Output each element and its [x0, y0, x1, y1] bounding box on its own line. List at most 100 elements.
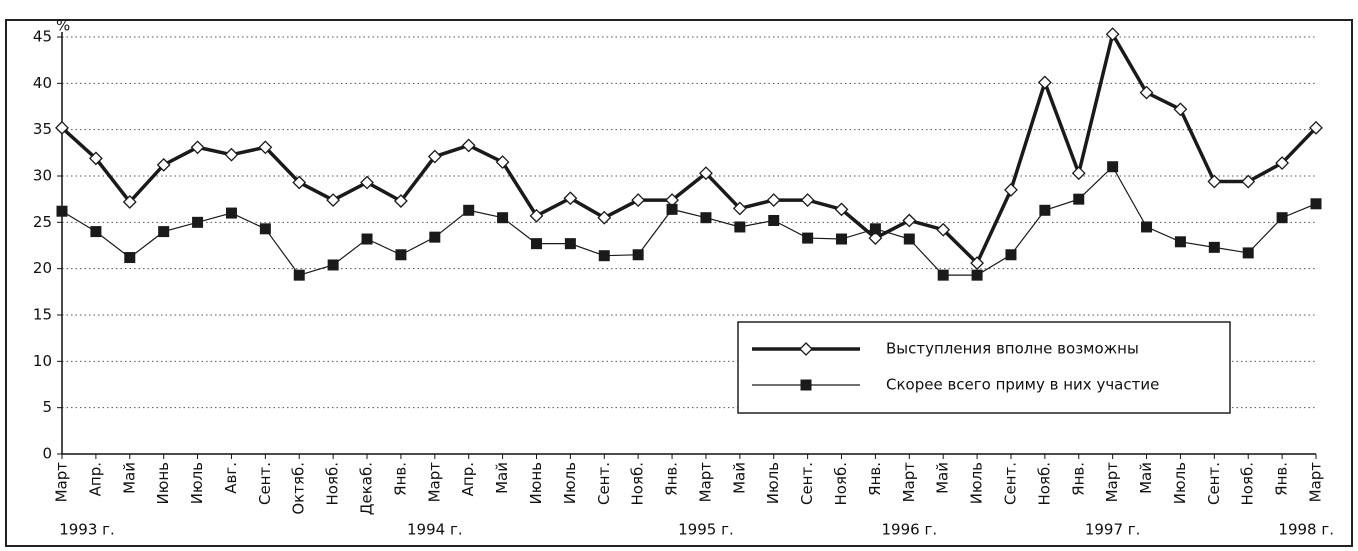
- square-marker: [836, 233, 848, 245]
- diamond-marker: [732, 201, 747, 216]
- diamond-marker: [766, 193, 781, 208]
- diamond-marker: [55, 120, 69, 135]
- diamond-marker: [393, 194, 408, 208]
- y-tick-label: 25: [33, 213, 52, 231]
- square-marker: [1276, 212, 1288, 224]
- diamond-marker: [631, 193, 646, 208]
- x-tick-label: Янв.: [1273, 462, 1291, 496]
- year-label: 1996 г.: [882, 521, 938, 539]
- square-marker: [1310, 198, 1322, 210]
- diamond-marker: [563, 191, 578, 206]
- x-tick-label: Июнь: [154, 462, 172, 505]
- diamond-marker: [699, 166, 713, 181]
- x-tick-label: Янв.: [391, 462, 409, 496]
- x-tick-label: Июль: [968, 462, 986, 504]
- x-tick-label: Сент.: [1001, 462, 1019, 505]
- chart-frame: [5, 19, 1353, 547]
- x-tick-label: Май: [120, 462, 138, 494]
- square-marker: [1208, 241, 1220, 253]
- diamond-marker: [1139, 85, 1154, 100]
- legend-box: [737, 321, 1231, 414]
- square-marker: [971, 269, 983, 281]
- y-unit: %: [56, 17, 70, 35]
- x-tick-label: Март: [53, 462, 71, 503]
- y-tick-label: 0: [42, 445, 52, 463]
- year-label: 1997 г.: [1085, 521, 1141, 539]
- square-marker: [158, 226, 170, 238]
- diamond-marker: [1071, 166, 1086, 181]
- legend-marker: [799, 342, 813, 356]
- year-label: 1998 г.: [1278, 521, 1334, 539]
- y-tick-label: 40: [33, 74, 52, 92]
- diamond-marker: [1004, 182, 1018, 197]
- x-tick-label: Янв.: [866, 462, 884, 496]
- square-marker: [1107, 161, 1119, 173]
- square-marker: [700, 212, 712, 224]
- diamond-marker: [326, 193, 341, 208]
- x-tick-label: Май: [934, 462, 952, 494]
- x-tick-label: Янв.: [1069, 462, 1087, 496]
- diamond-marker: [529, 208, 544, 223]
- square-marker: [225, 207, 237, 219]
- diamond-marker: [156, 157, 171, 172]
- square-marker: [1242, 247, 1254, 259]
- square-marker: [192, 216, 204, 228]
- x-tick-label: Март: [696, 462, 714, 503]
- x-tick-label: Март: [900, 462, 918, 503]
- diamond-marker: [1275, 156, 1290, 170]
- x-tick-label: Июль: [764, 462, 782, 504]
- square-marker: [56, 205, 68, 217]
- x-tick-label: Апр.: [86, 462, 104, 496]
- diamond-marker: [1105, 27, 1120, 42]
- diamond-marker: [902, 213, 917, 228]
- square-marker: [768, 214, 780, 226]
- square-marker: [1174, 236, 1186, 248]
- diamond-marker: [597, 210, 612, 225]
- x-tick-label: Май: [1137, 462, 1155, 494]
- diamond-marker: [495, 155, 510, 170]
- diamond-marker: [224, 147, 239, 162]
- square-marker: [1073, 193, 1085, 205]
- diamond-marker: [360, 175, 374, 190]
- x-tick-label: Июнь: [527, 462, 545, 505]
- x-tick-label: Сент.: [256, 462, 274, 505]
- legend-label: Выступления вполне возможны: [886, 340, 1139, 358]
- diamond-marker: [88, 151, 103, 166]
- x-tick-label: Июль: [1171, 462, 1189, 504]
- square-marker: [259, 223, 271, 235]
- square-marker: [1005, 249, 1017, 261]
- x-tick-label: Нояб.: [832, 462, 850, 506]
- legend-label: Скорее всего приму в них участие: [886, 376, 1159, 394]
- diamond-marker: [1241, 174, 1256, 189]
- square-marker: [124, 252, 136, 264]
- diamond-marker: [461, 138, 476, 153]
- x-tick-label: Октяб.: [290, 462, 308, 515]
- y-tick-label: 45: [33, 28, 52, 46]
- year-label: 1994 г.: [407, 521, 463, 539]
- x-tick-label: Нояб.: [324, 462, 342, 506]
- x-tick-label: Март: [1307, 462, 1325, 503]
- x-tick-label: Декаб.: [358, 462, 376, 515]
- y-tick-label: 15: [33, 306, 52, 324]
- x-tick-label: Авг.: [222, 462, 240, 494]
- square-marker: [869, 223, 881, 235]
- square-marker: [497, 212, 509, 224]
- y-tick-label: 5: [42, 398, 52, 416]
- square-marker: [361, 233, 373, 245]
- x-tick-label: Янв.: [663, 462, 681, 496]
- x-tick-label: Нояб.: [1035, 462, 1053, 506]
- x-tick-label: Нояб.: [629, 462, 647, 506]
- diamond-marker: [258, 140, 273, 155]
- x-tick-label: Апр.: [459, 462, 477, 496]
- square-marker: [1141, 221, 1153, 233]
- square-marker: [564, 238, 576, 250]
- diamond-marker: [868, 231, 883, 246]
- square-marker: [1039, 204, 1051, 216]
- square-marker: [598, 250, 610, 262]
- square-marker: [734, 221, 746, 233]
- diamond-marker: [1037, 75, 1052, 90]
- diamond-marker: [190, 140, 205, 155]
- diamond-marker: [936, 222, 951, 237]
- legend-marker: [800, 379, 812, 391]
